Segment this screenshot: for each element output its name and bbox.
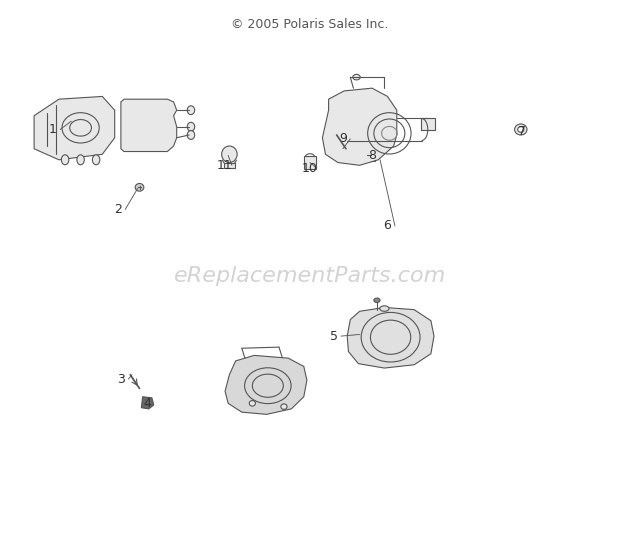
Ellipse shape [92, 155, 100, 165]
Ellipse shape [135, 183, 144, 191]
Ellipse shape [187, 106, 195, 115]
Ellipse shape [374, 298, 380, 302]
Text: 11: 11 [216, 159, 232, 172]
Ellipse shape [515, 124, 527, 135]
Text: © 2005 Polaris Sales Inc.: © 2005 Polaris Sales Inc. [231, 18, 389, 31]
Ellipse shape [187, 131, 195, 139]
Ellipse shape [353, 74, 360, 80]
Polygon shape [347, 307, 434, 368]
Ellipse shape [249, 401, 255, 406]
Text: 3: 3 [117, 372, 125, 386]
Ellipse shape [61, 155, 69, 165]
Polygon shape [121, 99, 177, 152]
Ellipse shape [518, 127, 524, 132]
Bar [363, 150, 375, 161]
Ellipse shape [281, 404, 287, 409]
Text: 1: 1 [49, 123, 56, 136]
Polygon shape [141, 397, 154, 409]
Text: 9: 9 [339, 132, 347, 145]
Text: 6: 6 [384, 219, 391, 233]
Polygon shape [225, 355, 307, 414]
Text: 4: 4 [144, 397, 151, 410]
Ellipse shape [77, 155, 84, 165]
Text: 10: 10 [301, 161, 317, 175]
Bar [224, 163, 235, 168]
Polygon shape [322, 88, 397, 165]
Ellipse shape [341, 147, 348, 153]
Text: eReplacementParts.com: eReplacementParts.com [174, 266, 446, 285]
Bar [304, 156, 316, 169]
Ellipse shape [222, 146, 237, 163]
Ellipse shape [379, 306, 389, 311]
Ellipse shape [187, 122, 195, 131]
Text: 7: 7 [518, 125, 526, 138]
Polygon shape [34, 96, 115, 160]
Text: 5: 5 [330, 329, 337, 343]
Text: 8: 8 [368, 149, 376, 163]
Bar [421, 118, 435, 130]
Text: 2: 2 [114, 203, 122, 216]
